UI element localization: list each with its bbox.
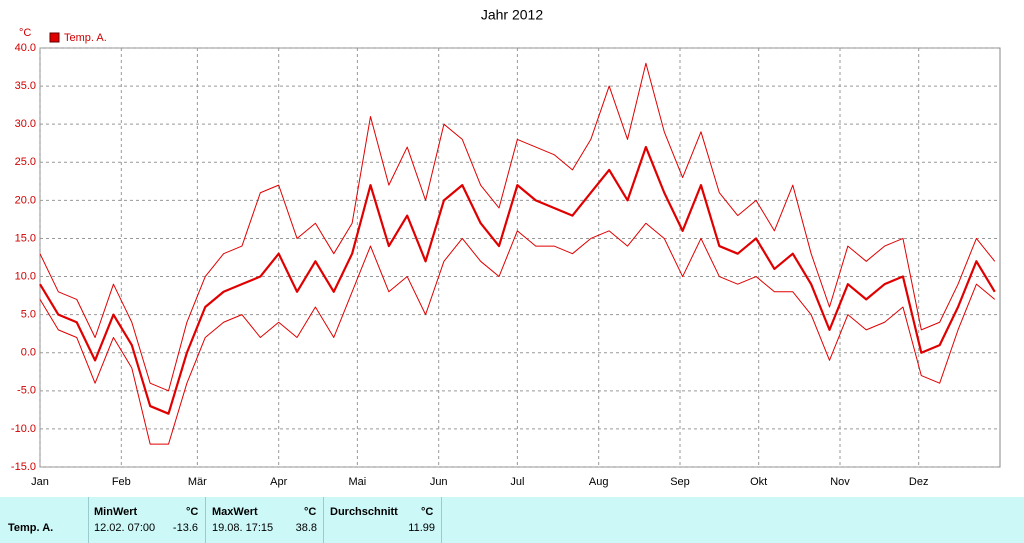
x-tick-label: Jan	[31, 476, 49, 488]
x-tick-label: Jul	[510, 476, 524, 488]
col-header: MinWert	[94, 506, 138, 518]
x-tick-label: Mär	[188, 476, 207, 488]
col-value: -13.6	[172, 522, 198, 534]
chart-title: Jahr 2012	[481, 7, 543, 23]
y-tick-label: 30.0	[15, 118, 36, 130]
x-tick-label: Okt	[750, 476, 767, 488]
y-tick-label: 40.0	[15, 42, 36, 54]
legend: Temp. A.	[49, 32, 107, 44]
col-value: 38.8	[295, 522, 317, 534]
legend-label: Temp. A.	[64, 32, 107, 44]
x-tick-label: Feb	[112, 476, 131, 488]
x-tick-label: Apr	[270, 476, 287, 488]
col-header: Durchschnitt	[330, 506, 398, 518]
y-tick-label: 15.0	[15, 232, 36, 244]
series-line	[39, 62, 996, 392]
series-line	[39, 222, 996, 445]
y-tick-label: 35.0	[15, 80, 36, 92]
avg-cell	[323, 497, 442, 543]
col-unit: °C	[304, 506, 317, 518]
col-value: 11.99	[408, 522, 435, 534]
x-tick-label: Aug	[589, 476, 609, 488]
max-cell	[205, 497, 324, 543]
col-unit: °C	[186, 506, 199, 518]
plot-frame	[39, 47, 1001, 468]
col-unit: °C	[421, 506, 434, 518]
col-header: MaxWert	[212, 506, 258, 518]
y-unit: °C	[19, 27, 31, 39]
x-tick-label: Sep	[670, 476, 690, 488]
x-tick-label: Mai	[349, 476, 367, 488]
y-tick-label: -15.0	[11, 461, 36, 473]
y-tick-label: 25.0	[15, 156, 36, 168]
legend-swatch	[49, 32, 60, 43]
series-line	[39, 145, 996, 415]
chart: Jahr 2012 °C Temp. A. -15.0 -10.0 -5.0 0.0 5…	[11, 7, 1001, 488]
y-tick-label: 0.0	[21, 347, 36, 359]
y-tick-label: 10.0	[15, 270, 36, 282]
col-time: 12.02. 07:00	[94, 522, 156, 534]
x-tick-label: Nov	[830, 476, 850, 488]
col-time: 19.08. 17:15	[212, 522, 274, 534]
stats-table: Temp. A. MinWert °C 12.02. 07:00 -13.6 M…	[0, 497, 1024, 543]
y-tick-label: -10.0	[11, 423, 36, 435]
x-tick-label: Dez	[909, 476, 929, 488]
x-tick-label: Jun	[430, 476, 448, 488]
y-tick-label: -5.0	[17, 385, 36, 397]
y-tick-label: 20.0	[15, 194, 36, 206]
row-label-cell	[0, 497, 89, 543]
min-cell	[88, 497, 206, 543]
row-label: Temp. A.	[8, 522, 54, 534]
y-tick-label: 5.0	[21, 309, 36, 321]
